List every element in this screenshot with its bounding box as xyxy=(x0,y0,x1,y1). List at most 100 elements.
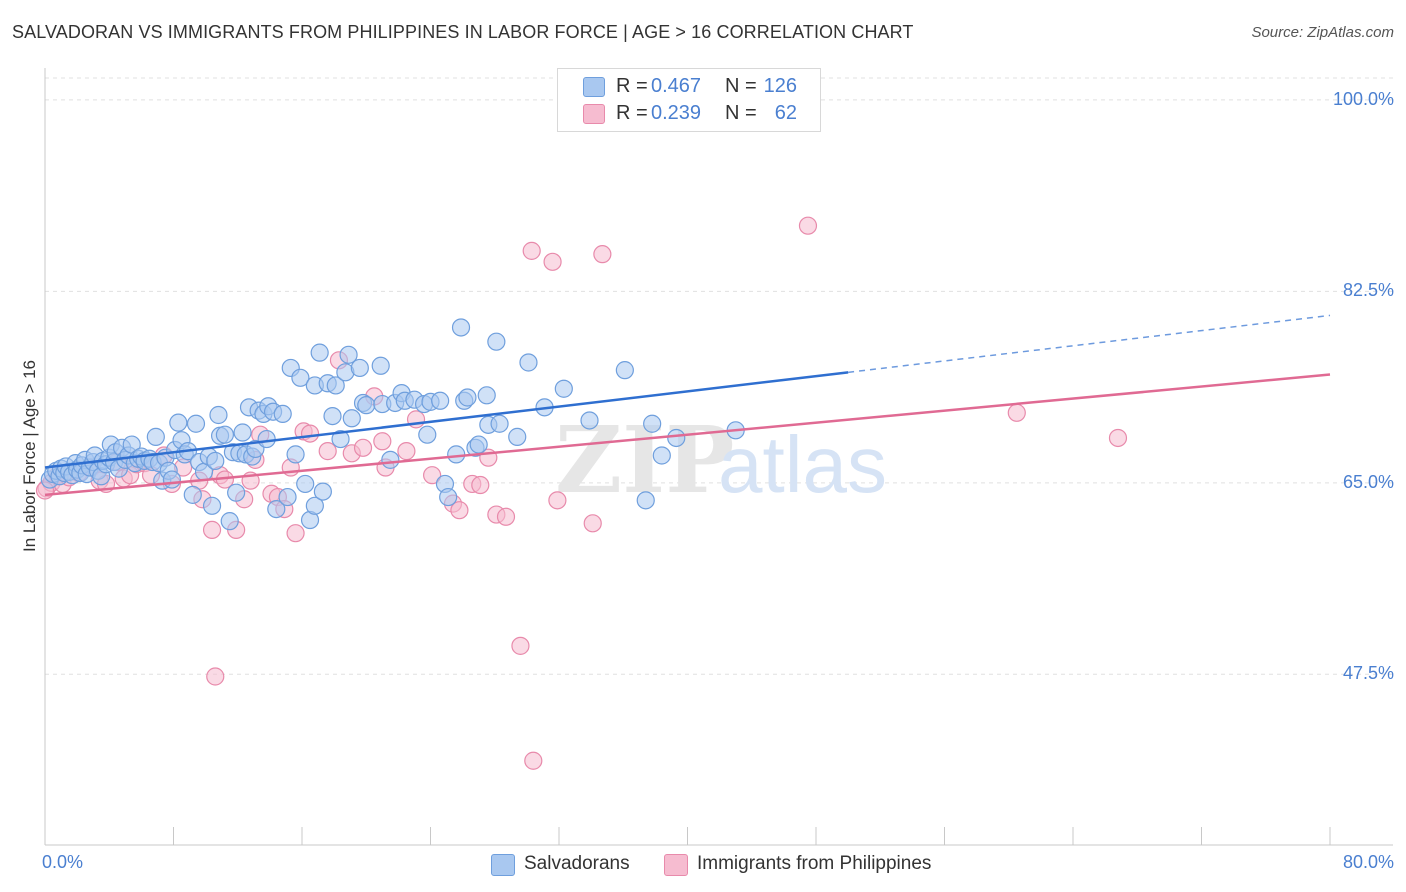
salvadorans-point xyxy=(291,368,310,387)
salvadorans-point xyxy=(381,450,400,469)
salvadorans-point xyxy=(636,491,655,510)
trend-line-philippines xyxy=(44,373,1331,497)
philippines-point xyxy=(593,245,612,264)
salvadorans-point xyxy=(323,406,342,426)
philippines-point xyxy=(353,438,373,457)
watermark: ZIP atlas xyxy=(555,406,887,514)
salvadorans-point xyxy=(615,361,634,380)
y-axis-label: In Labor Force | Age > 16 xyxy=(20,359,39,553)
salvadorans-point xyxy=(305,496,324,515)
trend-line-salvadorans-extension xyxy=(848,314,1331,374)
salvadorans-point xyxy=(227,483,246,502)
salvadorans-point xyxy=(209,405,228,425)
philippines-point xyxy=(511,636,530,655)
legend-r-label: R = xyxy=(616,102,648,124)
salvadorans-point xyxy=(490,414,509,433)
series-salvadorans-points xyxy=(40,318,745,531)
legend-swatch-salvadorans xyxy=(491,854,515,876)
philippines-point xyxy=(300,424,320,443)
philippines-point xyxy=(1007,403,1026,422)
salvadorans-point xyxy=(431,391,450,410)
philippines-point xyxy=(373,432,392,451)
salvadorans-point xyxy=(418,425,437,444)
salvadorans-point xyxy=(169,413,188,432)
salvadorans-point xyxy=(146,427,165,446)
salvadorans-point xyxy=(667,428,686,448)
philippines-point xyxy=(286,524,305,543)
trend-lines xyxy=(44,314,1331,497)
salvadorans-point xyxy=(451,318,471,337)
legend-n-label: N = xyxy=(725,102,757,124)
legend-r-label: R = xyxy=(616,75,648,97)
philippines-point xyxy=(471,475,490,495)
philippines-point xyxy=(318,442,337,461)
legend-row-salvadorans: R = 0.467 N = 126 xyxy=(558,74,820,100)
axis-layer xyxy=(44,68,1393,846)
legend-r-value: 0.467 xyxy=(651,75,702,97)
philippines-point xyxy=(206,667,225,686)
legend-n-label: N = xyxy=(725,75,757,97)
salvadorans-point xyxy=(233,423,252,442)
watermark-atlas: atlas xyxy=(718,420,887,509)
salvadorans-point xyxy=(326,376,345,395)
y-tick-label: 47.5% xyxy=(1342,663,1394,684)
salvadorans-point xyxy=(339,345,358,364)
salvadorans-point xyxy=(350,358,369,378)
salvadorans-point xyxy=(220,512,239,531)
salvadorans-point xyxy=(357,396,376,415)
legend-row-philippines: R = 0.239 N = 62 xyxy=(558,101,820,127)
philippines-point xyxy=(522,241,541,260)
legend-swatch-philippines xyxy=(664,854,688,876)
salvadorans-point xyxy=(508,427,527,446)
salvadorans-point xyxy=(331,429,350,449)
salvadorans-point xyxy=(162,470,181,489)
salvadorans-point xyxy=(439,487,458,507)
salvadorans-point xyxy=(186,414,206,433)
salvadorans-point xyxy=(487,332,506,351)
grid-layer xyxy=(45,77,1393,675)
philippines-point xyxy=(583,514,602,533)
philippines-point xyxy=(1108,428,1128,448)
salvadorans-point xyxy=(202,496,222,515)
philippines-point xyxy=(798,216,818,235)
salvadorans-point xyxy=(278,487,297,507)
y-tick-label: 82.5% xyxy=(1342,280,1394,301)
salvadorans-point xyxy=(286,445,305,464)
salvadorans-point xyxy=(342,409,361,428)
salvadorans-point xyxy=(458,388,477,407)
salvadorans-point xyxy=(519,353,538,372)
salvadorans-point xyxy=(296,474,315,494)
y-tick-label: 100.0% xyxy=(1332,88,1394,109)
salvadorans-point xyxy=(554,379,573,398)
philippines-point xyxy=(543,252,562,271)
x-tick-label-max: 80.0% xyxy=(1342,852,1394,872)
legend-n-value: 62 xyxy=(774,102,797,124)
trend-line-salvadorans xyxy=(44,371,849,469)
legend-label-philippines: Immigrants from Philippines xyxy=(697,853,932,874)
philippines-point xyxy=(450,501,469,520)
salvadorans-point xyxy=(215,425,234,444)
salvadorans-point xyxy=(643,414,662,433)
legend-n-value: 126 xyxy=(763,75,797,97)
salvadorans-point xyxy=(447,445,466,464)
y-tick-label: 65.0% xyxy=(1342,471,1394,492)
salvadorans-point xyxy=(477,386,496,405)
salvadorans-point xyxy=(273,404,292,424)
salvadorans-point xyxy=(580,411,599,430)
philippines-point xyxy=(548,491,567,510)
salvadorans-point xyxy=(371,356,390,375)
salvadorans-point xyxy=(267,499,286,519)
legend-swatch-philippines xyxy=(583,104,605,124)
philippines-point xyxy=(496,507,516,526)
correlation-legend: R = 0.467 N = 126 R = 0.239 N = 62 xyxy=(557,68,821,132)
source-label: Source: ZipAtlas.com xyxy=(1251,24,1394,41)
philippines-point xyxy=(524,751,543,770)
x-tick-label-min: 0.0% xyxy=(42,852,84,872)
salvadorans-point xyxy=(257,429,276,449)
salvadorans-point xyxy=(310,343,329,362)
salvadorans-point xyxy=(313,482,332,501)
legend-r-value: 0.239 xyxy=(651,102,702,124)
chart-title: SALVADORAN VS IMMIGRANTS FROM PHILIPPINE… xyxy=(12,22,914,42)
legend-swatch-salvadorans xyxy=(583,77,605,97)
